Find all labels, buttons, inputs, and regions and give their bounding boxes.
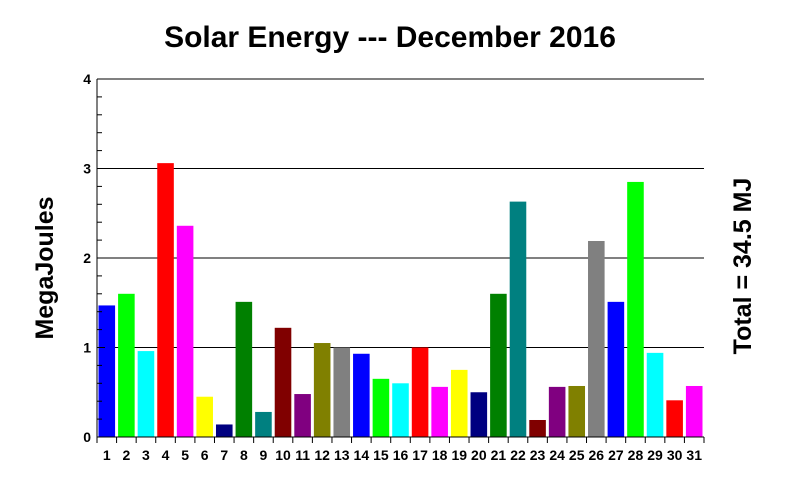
bar-day-16 bbox=[392, 383, 409, 437]
x-tick-label: 5 bbox=[181, 447, 189, 463]
x-tick-label: 20 bbox=[471, 447, 487, 463]
x-tick-label: 11 bbox=[295, 447, 310, 463]
x-tick-label: 27 bbox=[608, 447, 624, 463]
y-tick-labels: 0 1 2 3 4 bbox=[83, 71, 91, 445]
x-tick-labels: 1 2 3 4 5 6 7 8 9 10 11 12 13 14 15 16 17 18 19 20 21 22 23 24 2… bbox=[103, 447, 702, 463]
bar-day-26 bbox=[588, 240, 605, 437]
x-tick-label: 14 bbox=[354, 447, 370, 463]
bar-day-8 bbox=[235, 301, 253, 437]
y-axis-label: MegaJoules bbox=[31, 196, 59, 339]
bar-day-15 bbox=[372, 378, 390, 437]
bar-day-4 bbox=[157, 163, 174, 437]
bar-day-31 bbox=[685, 385, 703, 437]
x-tick-label: 25 bbox=[569, 447, 585, 463]
total-annotation: Total = 34.5 MJ bbox=[729, 178, 757, 355]
bar-day-19 bbox=[450, 369, 468, 437]
bar-day-24 bbox=[548, 386, 566, 437]
x-tick-label: 29 bbox=[647, 447, 663, 463]
bar-day-12 bbox=[313, 343, 331, 437]
x-tick-label: 31 bbox=[686, 447, 702, 463]
x-tick-label: 13 bbox=[334, 447, 350, 463]
y-tick-label: 0 bbox=[83, 429, 91, 445]
bar-day-10 bbox=[274, 327, 292, 437]
x-tick-label: 24 bbox=[549, 447, 565, 463]
x-tick-label: 26 bbox=[589, 447, 605, 463]
x-tick-label: 7 bbox=[220, 447, 228, 463]
bar-day-13 bbox=[333, 347, 351, 437]
y-tick-label: 4 bbox=[83, 71, 91, 87]
y-tick-label: 3 bbox=[83, 161, 91, 177]
x-tick-label: 22 bbox=[510, 447, 526, 463]
x-tick-label: 18 bbox=[432, 447, 448, 463]
y-tick-label: 1 bbox=[83, 340, 91, 356]
x-tick-label: 1 bbox=[103, 447, 111, 463]
y-tick-label: 2 bbox=[83, 250, 91, 266]
bar-day-2 bbox=[118, 293, 135, 437]
x-tick-label: 28 bbox=[628, 447, 644, 463]
x-tick-label: 6 bbox=[201, 447, 209, 463]
bar-day-29 bbox=[646, 352, 664, 437]
x-tick-label: 10 bbox=[275, 447, 291, 463]
bar-day-28 bbox=[627, 181, 644, 437]
chart-title: Solar Energy --- December 2016 bbox=[164, 21, 616, 54]
bar-day-23 bbox=[529, 419, 546, 437]
bar-day-25 bbox=[568, 385, 586, 437]
bar-day-5 bbox=[176, 225, 194, 437]
x-tick-label: 30 bbox=[667, 447, 683, 463]
bar-day-17 bbox=[411, 347, 429, 437]
x-tick-label: 19 bbox=[451, 447, 467, 463]
bar-day-21 bbox=[490, 293, 507, 437]
bar-day-3 bbox=[137, 351, 155, 437]
bar-day-27 bbox=[607, 301, 625, 437]
x-tick-label: 12 bbox=[314, 447, 330, 463]
axes bbox=[96, 78, 705, 443]
x-tick-label: 3 bbox=[142, 447, 150, 463]
x-tick-label: 23 bbox=[530, 447, 546, 463]
x-tick-label: 16 bbox=[393, 447, 409, 463]
bars bbox=[98, 163, 703, 437]
bar-day-9 bbox=[255, 411, 272, 437]
x-tick-label: 9 bbox=[260, 447, 268, 463]
x-tick-label: 15 bbox=[373, 447, 389, 463]
bar-day-6 bbox=[196, 396, 213, 437]
x-tick-label: 4 bbox=[162, 447, 170, 463]
bar-day-30 bbox=[666, 400, 683, 437]
bar-day-7 bbox=[215, 424, 233, 437]
bar-day-11 bbox=[294, 394, 311, 437]
bar-day-18 bbox=[431, 386, 448, 437]
x-tick-label: 8 bbox=[240, 447, 248, 463]
bar-day-1 bbox=[98, 305, 116, 437]
bar-day-22 bbox=[509, 201, 527, 437]
x-tick-label: 21 bbox=[491, 447, 507, 463]
bar-day-14 bbox=[353, 353, 370, 437]
x-tick-label: 17 bbox=[412, 447, 428, 463]
bar-day-20 bbox=[470, 392, 488, 437]
x-tick-label: 2 bbox=[122, 447, 130, 463]
